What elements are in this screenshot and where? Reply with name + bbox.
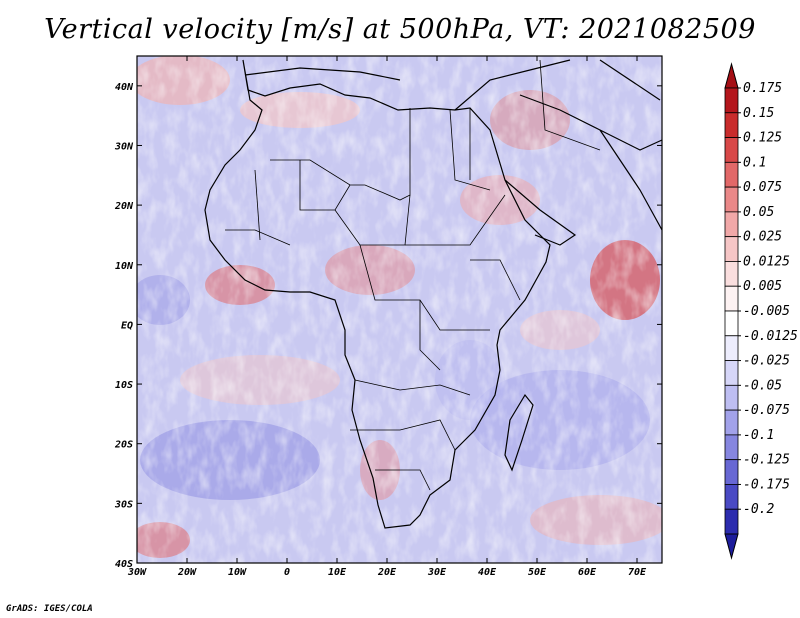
lon-tick-label: 30W [127,567,147,578]
lat-tick-label: 40S [115,559,133,570]
lat-tick-label: 30N [114,141,134,152]
colorbar-swatch [724,459,739,485]
lon-tick-label: 40E [478,567,497,578]
lat-tick-label: 20S [114,440,133,451]
lat-tick-label: 10N [115,261,134,272]
colorbar-swatch [724,409,739,436]
lat-tick-label: 40N [115,82,134,93]
latitude-axis: 40N 30N 20N 10N EQ 10S 20S 30S 40S [114,82,662,570]
colorbar-swatch [724,285,739,312]
lon-tick-label: 60E [578,567,597,578]
coastlines [204,59,662,529]
colorbar-label: -0.125 [743,453,790,468]
colorbar-label: 0.125 [743,131,782,146]
colorbar-swatch [724,112,739,138]
colorbar-swatch [724,87,739,114]
colorbar-bottom-arrow [724,533,739,560]
colorbar-swatch [724,360,739,386]
colorbar-label: 0.05 [743,205,774,220]
colorbar-label: -0.025 [743,354,790,369]
colorbar-label: 0.175 [743,81,782,96]
colorbar-swatch [724,384,739,411]
colorbar-label: -0.2 [743,502,774,517]
lat-tick-label: 30S [114,499,133,510]
lon-tick-label: 50E [528,567,547,578]
lon-tick-label: 10W [228,567,247,578]
colorbar-swatch [724,186,739,213]
colorbar-label: 0.005 [743,279,782,294]
credit-label: GrADS: IGES/COLA [6,604,93,614]
colorbar-swatch [724,137,739,163]
colorbar-label: -0.075 [743,403,790,418]
plot-frame [136,55,663,564]
lat-tick-label: 10S [115,380,133,391]
colorbar-label: 0.075 [743,180,782,195]
colorbar: 0.175 0.15 0.125 0.1 0.075 0.05 0.025 0.0125 0.0… [724,62,798,560]
colorbar-swatch [724,211,739,238]
lon-tick-label: 20E [377,567,397,578]
colorbar-swatch [724,434,739,461]
lon-tick-label: 0 [284,567,290,578]
longitude-axis: 30W 20W 10W 0 10E 20E 30E 40E 50E 60E 70E [127,56,647,578]
country-borders [225,59,601,491]
colorbar-swatch [724,484,739,510]
colorbar-top-arrow [724,62,739,89]
colorbar-swatch [724,236,739,262]
colorbar-swatch [724,508,739,535]
colorbar-swatch [724,161,739,188]
colorbar-label: 0.0125 [743,254,790,269]
colorbar-label: -0.1 [743,428,774,443]
colorbar-label: -0.175 [743,477,790,492]
colorbar-label: 0.1 [743,155,766,170]
lon-tick-label: 10E [328,567,347,578]
colorbar-swatch [724,335,739,361]
colorbar-label: -0.0125 [743,329,798,344]
colorbar-swatch [724,310,739,337]
colorbar-label: 0.025 [743,230,782,245]
colorbar-label: -0.05 [743,378,782,393]
lat-tick-label: 20N [114,201,134,212]
lon-tick-label: 70E [628,567,647,578]
lon-tick-label: 20W [177,567,197,578]
lat-tick-label: EQ [121,320,133,331]
map-title: Vertical velocity [m/s] at 500hPa, VT: 2… [44,14,756,45]
velocity-field [137,56,662,563]
lon-tick-label: 30E [427,567,447,578]
colorbar-swatch [724,261,739,287]
colorbar-label: -0.005 [743,304,790,319]
colorbar-label: 0.15 [743,106,774,121]
